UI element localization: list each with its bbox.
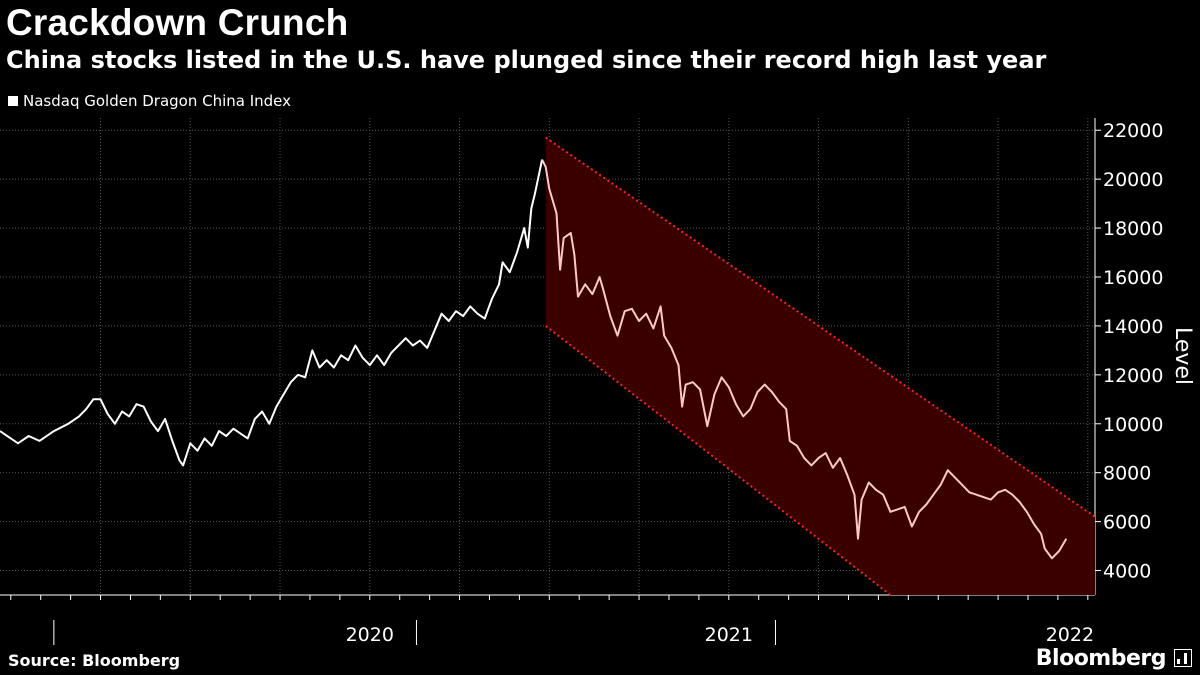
y-axis-label: Level bbox=[1170, 327, 1195, 385]
y-tick-label: 8000 bbox=[1103, 463, 1151, 485]
y-tick-label: 16000 bbox=[1103, 267, 1163, 289]
x-year-label: 2021 bbox=[705, 624, 753, 646]
y-tick-label: 12000 bbox=[1103, 365, 1163, 387]
chart-title: Crackdown Crunch bbox=[6, 2, 349, 43]
y-tick-label: 20000 bbox=[1103, 169, 1163, 191]
legend: Nasdaq Golden Dragon China Index bbox=[8, 92, 291, 110]
source-note: Source: Bloomberg bbox=[8, 651, 181, 670]
x-year-label: 2022 bbox=[1046, 624, 1094, 646]
trend-channel-fill bbox=[545, 137, 1095, 595]
bar-chart-icon bbox=[1174, 649, 1192, 667]
y-tick-label: 4000 bbox=[1103, 561, 1151, 583]
chart-subtitle: China stocks listed in the U.S. have plu… bbox=[6, 46, 1047, 74]
legend-swatch bbox=[8, 96, 18, 106]
x-year-label: 2020 bbox=[346, 624, 394, 646]
brand-logo-text: Bloomberg bbox=[1035, 646, 1167, 671]
channel-upper-line bbox=[545, 136, 1096, 518]
series-line-rise bbox=[0, 159, 544, 467]
y-tick-label: 22000 bbox=[1103, 120, 1163, 142]
y-tick-label: 6000 bbox=[1103, 512, 1151, 534]
legend-label: Nasdaq Golden Dragon China Index bbox=[23, 92, 292, 110]
series-line-decline bbox=[541, 159, 1068, 560]
y-tick-label: 14000 bbox=[1103, 316, 1163, 338]
y-tick-label: 18000 bbox=[1103, 218, 1163, 240]
y-tick-label: 10000 bbox=[1103, 414, 1163, 436]
